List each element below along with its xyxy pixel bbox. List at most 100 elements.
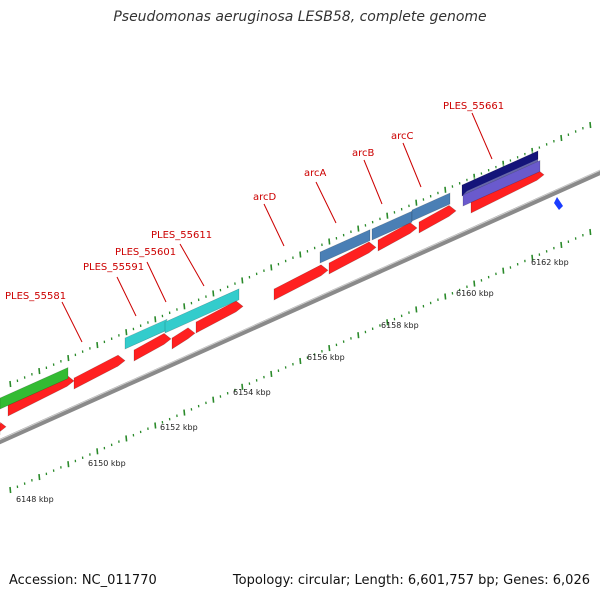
- major-tick: [444, 186, 447, 193]
- major-tick: [154, 422, 157, 429]
- major-tick: [589, 228, 592, 236]
- major-tick: [328, 238, 331, 245]
- tick-track-inner: [9, 228, 592, 494]
- major-tick: [270, 264, 273, 271]
- leader-ples-55611: [179, 243, 205, 287]
- gene-red-4-highlight: [134, 329, 168, 350]
- gene-red-7[interactable]: [273, 260, 329, 301]
- gene-red-8-body: [328, 241, 377, 275]
- gene-red-4-body: [133, 333, 172, 362]
- major-tick: [9, 486, 12, 494]
- scale-label-6154: 6154 kbp: [233, 388, 271, 397]
- gene-green[interactable]: [0, 363, 72, 410]
- gene-red-1-highlight: [0, 417, 4, 424]
- major-tick: [96, 342, 99, 349]
- gene-purple-body: [462, 160, 541, 207]
- gene-red-10-body: [418, 205, 457, 234]
- gene-cyan-2[interactable]: [164, 284, 243, 334]
- leader-ples-55661: [471, 112, 493, 160]
- gene-purple[interactable]: [462, 156, 544, 207]
- leader-arcd: [263, 203, 285, 247]
- gene-navy-highlight: [462, 146, 542, 185]
- gene-red-3[interactable]: [73, 351, 126, 390]
- gene-cyan-2-body: [164, 288, 240, 334]
- major-tick: [589, 121, 592, 129]
- gene-red-1[interactable]: [0, 417, 7, 435]
- major-tick: [270, 370, 273, 377]
- major-tick: [502, 160, 505, 167]
- scale-label-6156: 6156 kbp: [307, 353, 345, 362]
- major-tick: [183, 303, 186, 310]
- gene-steel-2-highlight: [372, 207, 416, 229]
- leader-ples-55581: [61, 301, 83, 343]
- gene-label-ples-55591: PLES_55591: [83, 262, 144, 273]
- gene-navy-body: [461, 150, 539, 197]
- major-tick: [67, 355, 70, 362]
- gene-steel-1[interactable]: [319, 225, 374, 264]
- scale-label-6158: 6158 kbp: [381, 321, 419, 330]
- major-tick: [38, 368, 41, 375]
- gene-label-ples-55661: PLES_55661: [443, 101, 504, 112]
- major-tick: [560, 134, 563, 142]
- gene-label-ples-55581: PLES_55581: [5, 291, 66, 302]
- gene-label-arcb: arcB: [352, 148, 375, 159]
- label-leaders: [61, 112, 493, 343]
- major-tick: [38, 474, 41, 481]
- major-tick: [241, 277, 244, 284]
- gene-steel-3-highlight: [412, 189, 454, 210]
- scale-label-6148: 6148 kbp: [16, 495, 54, 504]
- gene-steel-3-body: [411, 192, 451, 222]
- position-marker-icon[interactable]: [554, 197, 563, 210]
- major-tick: [357, 332, 360, 339]
- gene-red-7-body: [273, 264, 329, 301]
- leader-ples-55591: [116, 276, 137, 317]
- major-tick: [328, 345, 331, 352]
- major-tick: [9, 380, 12, 388]
- gene-label-arcd: arcD: [253, 192, 277, 203]
- major-tick: [386, 212, 389, 219]
- major-tick: [357, 225, 360, 232]
- major-tick: [299, 251, 302, 258]
- leader-arcb: [363, 159, 383, 205]
- major-tick: [386, 319, 389, 326]
- major-tick: [96, 448, 99, 455]
- accession-text: Accession: NC_011770: [9, 573, 157, 588]
- major-tick: [473, 173, 476, 180]
- major-tick: [531, 147, 534, 154]
- major-tick: [212, 290, 215, 297]
- gene-label-arca: arcA: [304, 168, 327, 179]
- gene-features: [0, 146, 545, 435]
- genome-backbone: [0, 169, 600, 445]
- gene-steel-3[interactable]: [411, 189, 454, 222]
- gene-red-5[interactable]: [171, 323, 196, 350]
- gene-red-10-highlight: [419, 201, 453, 222]
- major-tick: [531, 254, 534, 261]
- gene-red-4[interactable]: [133, 329, 172, 362]
- major-tick: [125, 329, 128, 336]
- major-tick: [560, 241, 563, 248]
- tick-track-outer: [9, 121, 592, 388]
- major-tick: [415, 199, 418, 206]
- gene-steel-1-body: [319, 229, 371, 264]
- scale-label-6160: 6160 kbp: [456, 289, 494, 298]
- major-tick: [125, 435, 128, 442]
- leader-arcc: [402, 142, 422, 188]
- major-tick: [473, 280, 476, 287]
- map-title: Pseudomonas aeruginosa LESB58, complete …: [113, 9, 487, 25]
- genome-backbone-highlight: [0, 169, 600, 441]
- gene-red-7-highlight: [274, 260, 325, 289]
- gene-red-3-body: [73, 354, 126, 390]
- gene-steel-1-highlight: [320, 225, 374, 252]
- major-tick: [212, 396, 215, 403]
- gene-navy[interactable]: [461, 146, 542, 197]
- gene-red-9-body: [377, 222, 418, 252]
- scale-label-6162: 6162 kbp: [531, 258, 569, 267]
- major-tick: [154, 316, 157, 323]
- gene-red-1-body: [0, 421, 7, 435]
- gene-red-10[interactable]: [418, 201, 457, 234]
- major-tick: [241, 383, 244, 390]
- major-tick: [444, 293, 447, 300]
- gene-green-body: [0, 367, 69, 410]
- scale-label-6152: 6152 kbp: [160, 423, 198, 432]
- major-tick: [183, 409, 186, 416]
